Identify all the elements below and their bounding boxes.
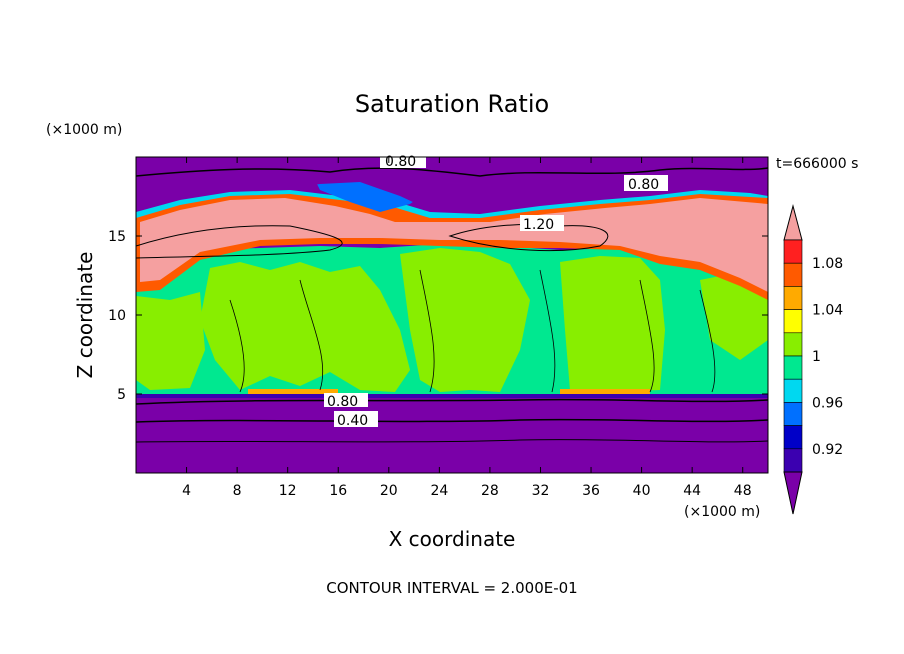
green-patch-5 — [700, 272, 768, 360]
colorbar-swatch — [783, 239, 803, 264]
plot-area — [136, 157, 768, 473]
y-tick-label: 5 — [117, 387, 126, 403]
colorbar-swatch — [783, 402, 803, 426]
contour-label: 0.80 — [628, 177, 659, 193]
green-patch-1 — [200, 262, 410, 392]
low-strip-2 — [560, 389, 650, 394]
colorbar-overflow-low — [783, 471, 803, 515]
x-tick-label: 36 — [582, 483, 600, 499]
contour-labels: 0.80 0.80 1.20 0.80 0.40 — [324, 152, 668, 429]
colorbar: 1.08 1.04 1 0.96 0.92 — [783, 204, 843, 515]
x-tick-label: 20 — [380, 483, 398, 499]
green-patch-2 — [400, 248, 530, 392]
green-patch-3 — [560, 256, 665, 392]
x-tick-label: 44 — [683, 483, 701, 499]
colorbar-swatch — [783, 378, 803, 403]
colorbar-swatch — [783, 355, 803, 380]
contour-line — [136, 439, 768, 443]
top-dry-layer — [136, 157, 768, 212]
lower-dry-layer — [136, 396, 768, 473]
y-unit-label: (×1000 m) — [46, 122, 122, 138]
upper-supersat-core — [140, 198, 768, 292]
x-tick-label: 12 — [279, 483, 297, 499]
x-tick-label: 32 — [532, 483, 550, 499]
contour-line — [229, 269, 716, 393]
contour-line — [136, 418, 768, 423]
colorbar-label: 0.92 — [812, 442, 843, 458]
colorbar-overflow-high — [783, 204, 803, 241]
contour-line — [136, 225, 343, 259]
colorbar-label: 1.04 — [812, 303, 843, 319]
colorbar-swatch — [783, 286, 803, 310]
colorbar-swatch — [783, 309, 803, 334]
x-axis: 4 8 12 16 20 24 28 32 36 40 44 48 — [182, 157, 752, 499]
contour-line — [136, 167, 768, 177]
x-tick-label: 48 — [734, 483, 752, 499]
x-axis-label: X coordinate — [389, 527, 516, 551]
time-label: t=666000 s — [776, 156, 858, 172]
x-tick-label: 8 — [233, 483, 242, 499]
colorbar-label: 1.08 — [812, 256, 843, 272]
x-tick-label: 4 — [182, 483, 191, 499]
x-unit-label: (×1000 m) — [684, 504, 760, 520]
contour-label: 1.20 — [523, 217, 554, 233]
colorbar-swatch — [783, 448, 803, 473]
green-patch-4 — [136, 292, 205, 390]
contour-label: 0.40 — [337, 413, 368, 429]
colorbar-swatch — [783, 332, 803, 357]
x-tick-label: 16 — [329, 483, 347, 499]
contour-line — [136, 398, 768, 405]
colorbar-label: 0.96 — [812, 395, 843, 411]
lower-blue-edge — [136, 394, 768, 398]
y-tick-label: 10 — [108, 308, 126, 324]
colorbar-label: 1 — [812, 349, 821, 365]
chart-title: Saturation Ratio — [355, 90, 549, 118]
contour-label: 0.80 — [327, 394, 358, 410]
colorbar-swatch — [783, 262, 803, 287]
x-tick-label: 24 — [430, 483, 448, 499]
x-tick-label: 28 — [481, 483, 499, 499]
y-axis: 5 10 15 — [108, 229, 768, 403]
contour-label: 0.80 — [385, 154, 416, 170]
x-tick-label: 40 — [633, 483, 651, 499]
colorbar-swatch — [783, 425, 803, 450]
y-axis-label: Z coordinate — [73, 252, 97, 379]
low-strip-1 — [248, 389, 338, 394]
contour-line — [448, 223, 609, 252]
contour-interval-label: CONTOUR INTERVAL = 2.000E-01 — [326, 579, 577, 597]
y-tick-label: 15 — [108, 229, 126, 245]
